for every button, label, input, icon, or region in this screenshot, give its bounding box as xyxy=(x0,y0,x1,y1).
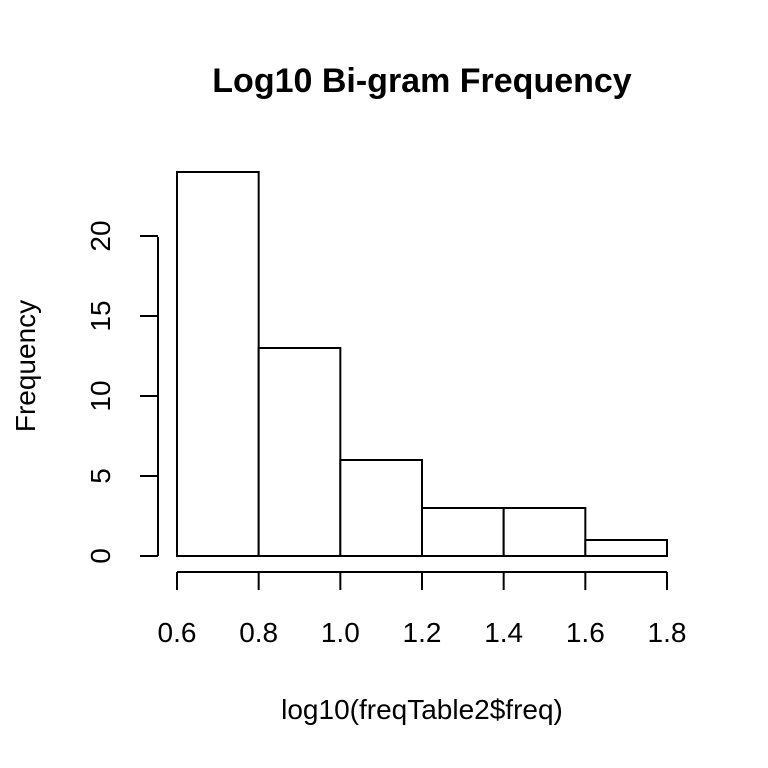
x-tick-label: 1.2 xyxy=(403,617,442,648)
y-tick-label: 10 xyxy=(85,380,116,411)
histogram-bar xyxy=(502,507,587,557)
x-tick-label: 0.6 xyxy=(158,617,197,648)
histogram-bar xyxy=(257,347,342,557)
y-tick-label: 5 xyxy=(85,468,116,484)
x-axis-label: log10(freqTable2$freq) xyxy=(281,694,563,725)
histogram-bar xyxy=(339,459,424,557)
x-tick-label: 0.8 xyxy=(239,617,278,648)
y-tick-label: 20 xyxy=(85,220,116,251)
x-tick-label: 1.8 xyxy=(648,617,687,648)
histogram-bar xyxy=(176,171,260,557)
x-tick-label: 1.0 xyxy=(321,617,360,648)
x-axis-ticks: 0.6 0.8 1.0 1.2 1.4 1.6 1.8 xyxy=(158,572,687,648)
x-tick-label: 1.6 xyxy=(566,617,605,648)
y-tick-label: 15 xyxy=(85,300,116,331)
histogram-bar xyxy=(584,539,668,557)
chart-title: Log10 Bi-gram Frequency xyxy=(212,62,632,100)
y-axis-label: Frequency xyxy=(10,300,41,432)
histogram-bar xyxy=(421,507,505,557)
x-tick-label: 1.4 xyxy=(484,617,523,648)
histogram-bars xyxy=(176,171,668,557)
y-tick-label: 0 xyxy=(85,548,116,564)
y-axis-ticks: 0 5 10 15 20 xyxy=(85,220,158,564)
